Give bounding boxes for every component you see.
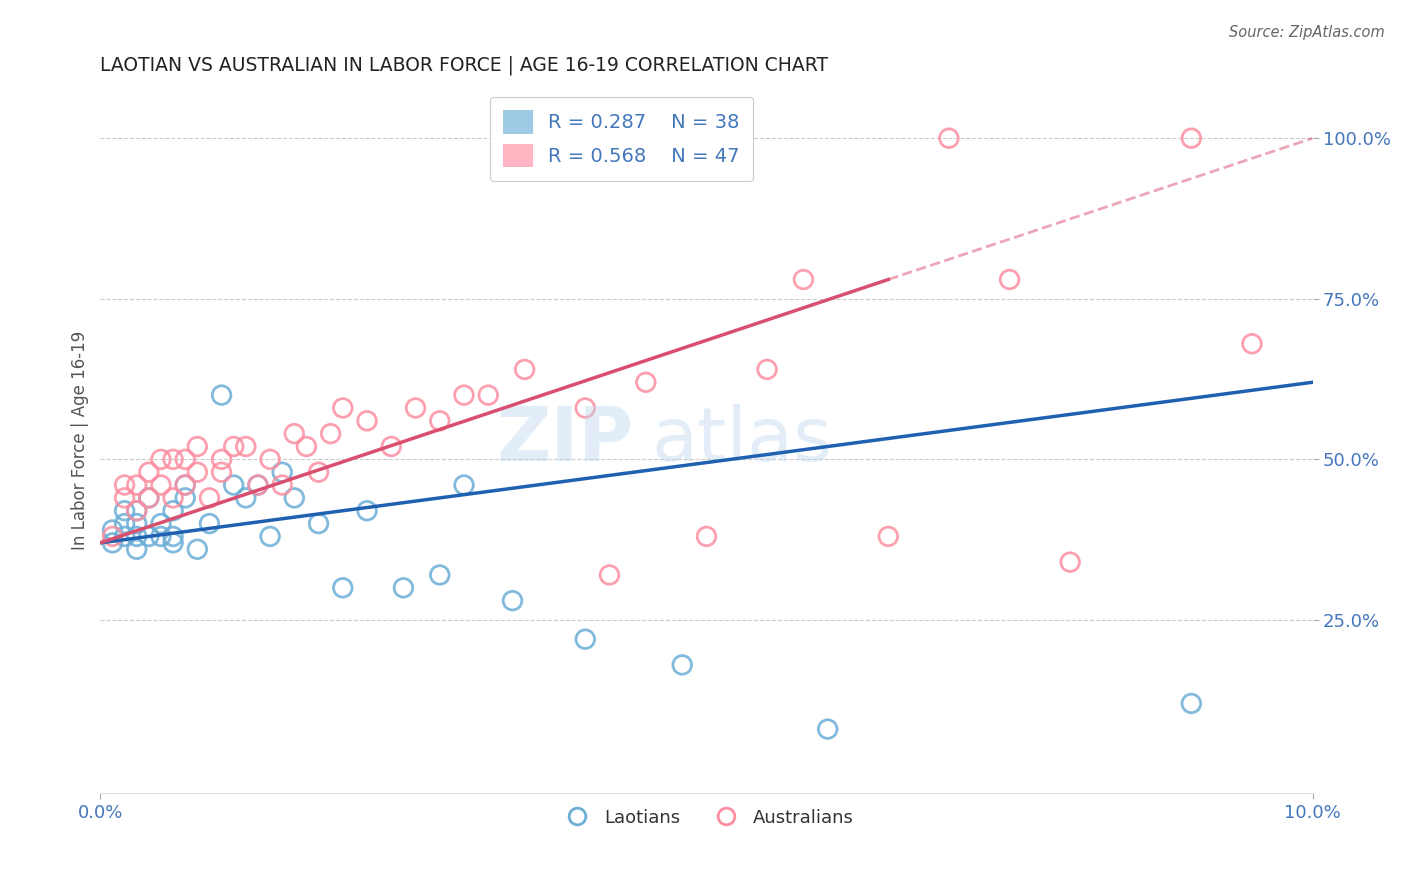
Point (125, 478, 148, 492)
Point (174, 478, 197, 492)
Point (332, 401, 354, 415)
Point (574, 632, 596, 647)
Point (125, 529, 148, 543)
Y-axis label: In Labor Force | Age 16-19: In Labor Force | Age 16-19 (72, 330, 89, 549)
Point (405, 401, 427, 415)
Point (308, 516, 330, 531)
Point (1240, 336, 1263, 351)
Point (671, 657, 693, 672)
Point (308, 465, 330, 479)
Point (502, 593, 524, 607)
Point (356, 414, 378, 428)
Point (938, 131, 960, 145)
Point (271, 478, 294, 492)
Point (877, 529, 900, 543)
Point (246, 478, 269, 492)
Point (817, 722, 839, 736)
Point (162, 536, 184, 550)
Point (380, 440, 402, 454)
Point (283, 426, 305, 441)
Point (1180, 697, 1202, 711)
Point (125, 504, 148, 518)
Point (138, 491, 160, 505)
Point (998, 272, 1021, 286)
Point (259, 529, 281, 543)
Point (429, 568, 451, 582)
Point (174, 491, 197, 505)
Point (756, 362, 779, 376)
Point (222, 440, 245, 454)
Point (513, 362, 536, 376)
Point (235, 440, 257, 454)
Point (125, 542, 148, 557)
Point (211, 465, 233, 479)
Point (429, 414, 451, 428)
Point (162, 529, 184, 543)
Point (319, 426, 342, 441)
Point (138, 491, 160, 505)
Point (295, 440, 318, 454)
Point (198, 491, 221, 505)
Point (186, 440, 208, 454)
Point (1059, 555, 1081, 569)
Text: LAOTIAN VS AUSTRALIAN IN LABOR FORCE | AGE 16-19 CORRELATION CHART: LAOTIAN VS AUSTRALIAN IN LABOR FORCE | A… (100, 55, 828, 75)
Legend: Laotians, Australians: Laotians, Australians (553, 801, 860, 834)
Point (138, 529, 160, 543)
Point (792, 272, 814, 286)
Point (138, 465, 160, 479)
Point (259, 452, 281, 467)
Point (356, 504, 378, 518)
Text: atlas: atlas (652, 403, 832, 476)
Point (101, 523, 124, 537)
Point (125, 516, 148, 531)
Point (271, 465, 294, 479)
Point (186, 542, 208, 557)
Point (114, 491, 136, 505)
Point (162, 491, 184, 505)
Point (477, 388, 499, 402)
Point (149, 516, 172, 531)
Point (235, 491, 257, 505)
Point (453, 478, 475, 492)
Point (101, 536, 124, 550)
Point (149, 529, 172, 543)
Point (211, 452, 233, 467)
Point (1180, 131, 1202, 145)
Point (283, 491, 305, 505)
Point (332, 581, 354, 595)
Point (695, 529, 717, 543)
Point (174, 452, 197, 467)
Point (174, 478, 197, 492)
Point (114, 478, 136, 492)
Point (149, 452, 172, 467)
Point (634, 376, 657, 390)
Point (114, 529, 136, 543)
Text: Source: ZipAtlas.com: Source: ZipAtlas.com (1229, 25, 1385, 40)
Point (598, 568, 620, 582)
Point (198, 516, 221, 531)
Point (574, 401, 596, 415)
Point (453, 388, 475, 402)
Text: ZIP: ZIP (496, 403, 634, 476)
Point (114, 516, 136, 531)
Point (114, 504, 136, 518)
Point (246, 478, 269, 492)
Point (125, 504, 148, 518)
Point (162, 504, 184, 518)
Point (211, 388, 233, 402)
Point (162, 452, 184, 467)
Point (392, 581, 415, 595)
Point (149, 478, 172, 492)
Point (222, 478, 245, 492)
Point (186, 465, 208, 479)
Point (101, 529, 124, 543)
